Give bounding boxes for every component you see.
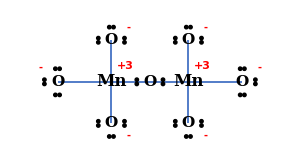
Circle shape [123, 41, 126, 44]
Circle shape [135, 82, 139, 86]
Circle shape [254, 78, 257, 81]
Circle shape [243, 67, 246, 70]
Circle shape [189, 25, 192, 29]
Text: O: O [182, 33, 195, 47]
Text: -: - [126, 23, 130, 33]
Text: O: O [51, 75, 64, 89]
Circle shape [54, 93, 57, 97]
Circle shape [97, 120, 100, 123]
Circle shape [161, 82, 165, 86]
Circle shape [189, 135, 192, 138]
Circle shape [58, 93, 61, 97]
Circle shape [200, 36, 203, 40]
Text: Mn: Mn [173, 73, 204, 90]
Text: -: - [126, 131, 130, 141]
Circle shape [184, 25, 188, 29]
Text: O: O [105, 33, 118, 47]
Circle shape [43, 78, 46, 81]
Text: O: O [236, 75, 249, 89]
Circle shape [43, 82, 46, 86]
Circle shape [200, 120, 203, 123]
Circle shape [174, 124, 177, 127]
Circle shape [58, 67, 61, 70]
Text: +3: +3 [194, 61, 211, 71]
Circle shape [108, 25, 111, 29]
Circle shape [238, 67, 242, 70]
Circle shape [135, 78, 139, 81]
Circle shape [123, 120, 126, 123]
Text: -: - [203, 131, 207, 141]
Circle shape [184, 135, 188, 138]
Circle shape [200, 41, 203, 44]
Circle shape [174, 36, 177, 40]
Text: O: O [105, 116, 118, 130]
Circle shape [161, 78, 165, 81]
Circle shape [200, 124, 203, 127]
Text: -: - [39, 63, 43, 73]
Circle shape [108, 135, 111, 138]
Circle shape [97, 124, 100, 127]
Text: O: O [182, 116, 195, 130]
Circle shape [254, 82, 257, 86]
Circle shape [97, 41, 100, 44]
Circle shape [112, 135, 115, 138]
Circle shape [174, 41, 177, 44]
Circle shape [97, 36, 100, 40]
Circle shape [54, 67, 57, 70]
Text: O: O [143, 75, 157, 89]
Circle shape [123, 124, 126, 127]
Text: +3: +3 [117, 61, 134, 71]
Circle shape [112, 25, 115, 29]
Text: Mn: Mn [96, 73, 127, 90]
Circle shape [238, 93, 242, 97]
Circle shape [174, 120, 177, 123]
Text: -: - [257, 63, 261, 73]
Text: -: - [203, 23, 207, 33]
Circle shape [123, 36, 126, 40]
Circle shape [243, 93, 246, 97]
